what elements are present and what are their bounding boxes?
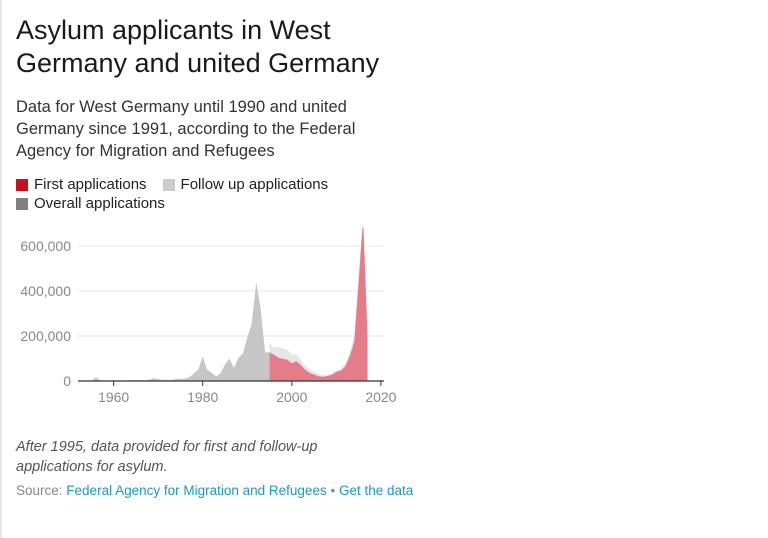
legend-swatch-overall bbox=[16, 197, 28, 210]
chart-title: Asylum applicants in West Germany and un… bbox=[16, 15, 380, 78]
source-separator: • bbox=[330, 483, 336, 498]
x-tick-label: 2000 bbox=[276, 389, 307, 405]
y-tick-label: 600,000 bbox=[20, 238, 71, 254]
legend-swatch-follow bbox=[162, 178, 175, 191]
source-link[interactable]: Federal Agency for Migration and Refugee… bbox=[66, 483, 327, 498]
legend-swatch-first bbox=[16, 178, 28, 191]
series-first-area bbox=[269, 228, 368, 381]
source-line: Source: Federal Agency for Migration and… bbox=[16, 482, 416, 500]
source-prefix: Source: bbox=[16, 483, 63, 498]
series-overall-area bbox=[82, 282, 270, 381]
legend-item-follow: Follow up applications bbox=[162, 176, 329, 193]
legend-item-first: First applications bbox=[16, 176, 147, 193]
page-edge bbox=[0, 0, 2, 538]
x-tick-label: 1980 bbox=[187, 389, 218, 405]
y-tick-label: 400,000 bbox=[20, 283, 71, 299]
legend-label-follow: Follow up applications bbox=[180, 176, 329, 193]
legend-label-first: First applications bbox=[34, 176, 147, 193]
x-tick-label: 2020 bbox=[365, 389, 396, 405]
legend-label-overall: Overall applications bbox=[34, 195, 165, 212]
legend: First applications Follow up application… bbox=[16, 175, 396, 213]
get-data-link[interactable]: Get the data bbox=[338, 483, 414, 498]
chart-note: After 1995, data provided for first and … bbox=[16, 439, 318, 475]
y-tick-label: 0 bbox=[63, 373, 71, 389]
legend-item-overall: Overall applications bbox=[16, 195, 165, 212]
y-tick-label: 200,000 bbox=[20, 328, 71, 344]
x-tick-label: 1960 bbox=[98, 389, 129, 405]
area-chart: 0 200,000 400,000 600,000 1960 1980 2000 2020 bbox=[20, 228, 397, 405]
chart-subtitle: Data for West Germany until 1990 and uni… bbox=[16, 98, 356, 160]
